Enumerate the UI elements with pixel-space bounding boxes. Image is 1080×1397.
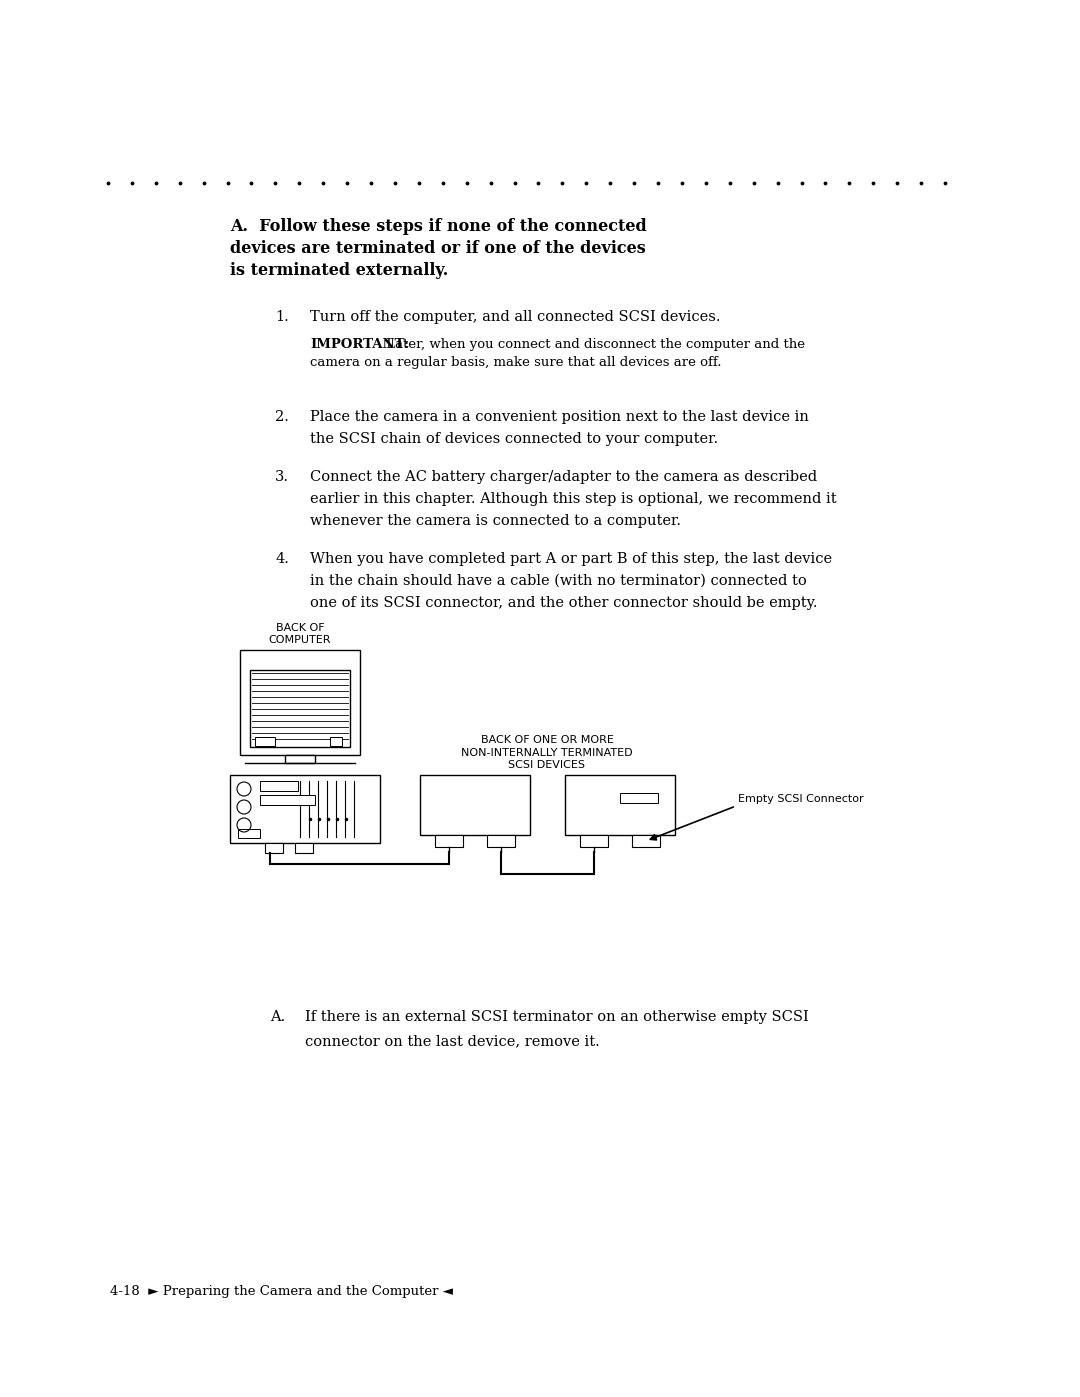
Bar bbox=[255, 738, 275, 746]
Bar bbox=[330, 738, 342, 746]
Text: camera on a regular basis, make sure that all devices are off.: camera on a regular basis, make sure tha… bbox=[310, 356, 721, 369]
Text: BACK OF ONE OR MORE
NON-INTERNALLY TERMINATED
SCSI DEVICES: BACK OF ONE OR MORE NON-INTERNALLY TERMI… bbox=[461, 735, 633, 770]
Bar bbox=[260, 795, 315, 805]
Text: is terminated externally.: is terminated externally. bbox=[230, 263, 448, 279]
Text: Place the camera in a convenient position next to the last device in: Place the camera in a convenient positio… bbox=[310, 409, 809, 425]
Text: devices are terminated or if one of the devices: devices are terminated or if one of the … bbox=[230, 240, 646, 257]
Text: one of its SCSI connector, and the other connector should be empty.: one of its SCSI connector, and the other… bbox=[310, 597, 818, 610]
Text: BACK OF
COMPUTER: BACK OF COMPUTER bbox=[269, 623, 332, 645]
Text: Connect the AC battery charger/adapter to the camera as described: Connect the AC battery charger/adapter t… bbox=[310, 469, 818, 483]
Text: whenever the camera is connected to a computer.: whenever the camera is connected to a co… bbox=[310, 514, 681, 528]
Text: If there is an external SCSI terminator on an otherwise empty SCSI: If there is an external SCSI terminator … bbox=[305, 1010, 809, 1024]
Text: the SCSI chain of devices connected to your computer.: the SCSI chain of devices connected to y… bbox=[310, 432, 718, 446]
Text: 3.: 3. bbox=[275, 469, 289, 483]
Text: in the chain should have a cable (with no terminator) connected to: in the chain should have a cable (with n… bbox=[310, 574, 807, 588]
Bar bbox=[249, 671, 350, 747]
Bar bbox=[580, 835, 608, 847]
Bar bbox=[285, 754, 315, 763]
Text: Turn off the computer, and all connected SCSI devices.: Turn off the computer, and all connected… bbox=[310, 310, 720, 324]
Text: When you have completed part A or part B of this step, the last device: When you have completed part A or part B… bbox=[310, 552, 832, 566]
Bar bbox=[632, 835, 660, 847]
Text: 2.: 2. bbox=[275, 409, 288, 425]
Bar bbox=[230, 775, 380, 842]
Text: 1.: 1. bbox=[275, 310, 288, 324]
Bar bbox=[487, 835, 515, 847]
Bar bbox=[565, 775, 675, 835]
Bar bbox=[265, 842, 283, 854]
Text: IMPORTANT:: IMPORTANT: bbox=[310, 338, 409, 351]
Text: A.: A. bbox=[270, 1010, 285, 1024]
Bar bbox=[420, 775, 530, 835]
Bar bbox=[435, 835, 463, 847]
Bar bbox=[620, 793, 658, 803]
Text: earlier in this chapter. Although this step is optional, we recommend it: earlier in this chapter. Although this s… bbox=[310, 492, 837, 506]
Text: 4.: 4. bbox=[275, 552, 288, 566]
Text: 4-18  ► Preparing the Camera and the Computer ◄: 4-18 ► Preparing the Camera and the Comp… bbox=[110, 1285, 453, 1298]
Bar bbox=[240, 650, 360, 754]
Text: Empty SCSI Connector: Empty SCSI Connector bbox=[738, 793, 864, 805]
Bar bbox=[260, 781, 298, 791]
Text: Later, when you connect and disconnect the computer and the: Later, when you connect and disconnect t… bbox=[382, 338, 805, 351]
Bar bbox=[295, 842, 313, 854]
Text: connector on the last device, remove it.: connector on the last device, remove it. bbox=[305, 1034, 599, 1048]
Text: A.  Follow these steps if none of the connected: A. Follow these steps if none of the con… bbox=[230, 218, 647, 235]
Bar bbox=[238, 828, 260, 838]
